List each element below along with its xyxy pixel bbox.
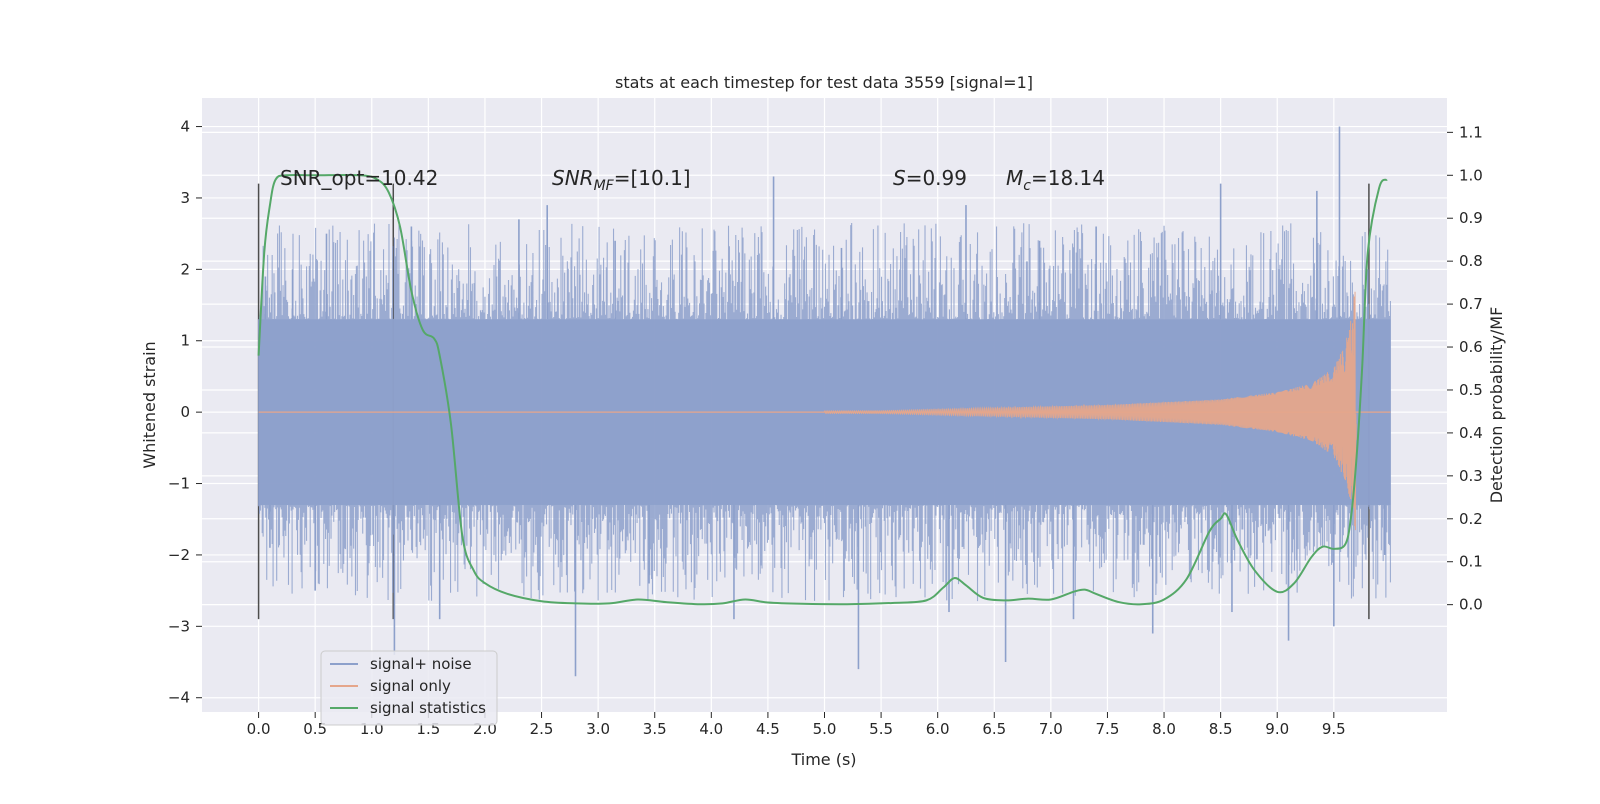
y-tick-label: −1 <box>168 475 190 493</box>
legend-label-signal-noise: signal+ noise <box>370 655 472 673</box>
annotation-snr-mf-label: SNR <box>552 166 594 190</box>
annotation-mc-label: M <box>1006 166 1023 190</box>
signal-only-chirp <box>824 291 1357 531</box>
annotation-snr-mf-value: =[10.1] <box>614 166 691 190</box>
y-right-axis-label: Detection probability/MF <box>1487 307 1506 504</box>
y-tick-label: 4 <box>180 118 190 136</box>
annotation-mc-value: =18.14 <box>1031 166 1105 190</box>
y-right-tick-label: 0.3 <box>1459 467 1483 485</box>
annotation-s-value: =0.99 <box>906 166 967 190</box>
annotation-snr-mf-sub: MF <box>594 178 615 194</box>
legend-box <box>320 650 498 726</box>
y-right-tick-label: 1.1 <box>1459 123 1483 141</box>
signal-statistics-line <box>257 173 1388 606</box>
x-tick-label: 5.0 <box>813 720 837 738</box>
x-tick-label: 2.5 <box>530 720 554 738</box>
y-right-tick-label: 0.0 <box>1459 596 1483 614</box>
y-tick-label: 2 <box>180 260 190 278</box>
y-right-tick-label: 0.9 <box>1459 209 1483 227</box>
y-right-tick-label: 0.2 <box>1459 510 1483 528</box>
x-tick-label: 0.0 <box>247 720 271 738</box>
series-signal-statistics <box>257 173 1388 606</box>
x-tick-label: 8.0 <box>1152 720 1176 738</box>
annotation-mc: Mc=18.14 <box>1006 166 1105 194</box>
x-tick-label: 3.0 <box>586 720 610 738</box>
x-tick-label: 5.5 <box>869 720 893 738</box>
y-tick-label: 1 <box>180 332 190 350</box>
x-tick-label: 4.5 <box>756 720 780 738</box>
x-tick-label: 0.5 <box>303 720 327 738</box>
annotation-s-label: S <box>893 166 906 190</box>
x-tick-label: 6.5 <box>982 720 1006 738</box>
y-axis-label: Whitened strain <box>140 341 159 468</box>
y-right-tick-label: 0.8 <box>1459 252 1483 270</box>
y-tick-label: −4 <box>168 689 190 707</box>
x-tick-label: 3.5 <box>643 720 667 738</box>
y-right-tick-label: 0.5 <box>1459 381 1483 399</box>
x-tick-label: 9.0 <box>1265 720 1289 738</box>
y-tick-label: 0 <box>180 403 190 421</box>
x-axis-label: Time (s) <box>790 750 856 769</box>
y-right-tick-label: 0.4 <box>1459 424 1483 442</box>
y-tick-label: 3 <box>180 189 190 207</box>
x-tick-label: 8.5 <box>1209 720 1233 738</box>
legend: signal+ noise signal only signal statist… <box>320 650 498 726</box>
y-right-tick-label: 0.6 <box>1459 338 1483 356</box>
y-right-tick-label: 0.1 <box>1459 553 1483 571</box>
x-tick-label: 6.0 <box>926 720 950 738</box>
chart-title: stats at each timestep for test data 355… <box>615 73 1033 92</box>
x-tick-label: 4.0 <box>699 720 723 738</box>
annotation-mc-sub: c <box>1023 178 1031 194</box>
annotation-s: S=0.99 <box>893 166 967 190</box>
legend-label-signal-statistics: signal statistics <box>370 699 486 717</box>
legend-label-signal-only: signal only <box>370 677 451 695</box>
y-tick-label: −3 <box>168 617 190 635</box>
y-right-tick-label: 1.0 <box>1459 166 1483 184</box>
annotation-snr-opt: SNR_opt=10.42 <box>280 166 438 190</box>
x-tick-label: 7.0 <box>1039 720 1063 738</box>
x-tick-label: 9.5 <box>1322 720 1346 738</box>
y-tick-label: −2 <box>168 546 190 564</box>
x-tick-label: 7.5 <box>1096 720 1120 738</box>
annotation-snr-mf: SNRMF=[10.1] <box>552 166 691 194</box>
y-right-tick-label: 0.7 <box>1459 295 1483 313</box>
series-signal-only <box>258 291 1391 531</box>
